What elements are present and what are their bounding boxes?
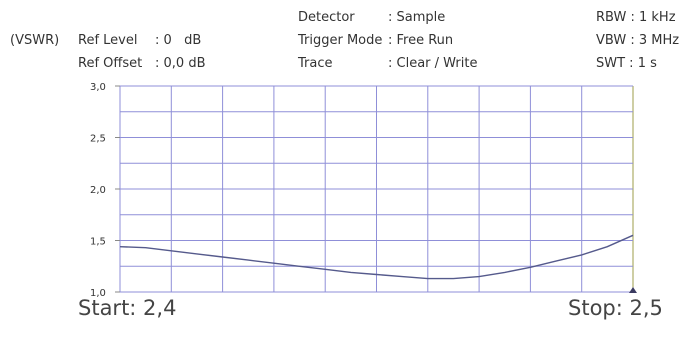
y-tick-labels: 3,0 2,5 2,0 1,5 1,0 bbox=[90, 82, 120, 299]
y-tick-label: 1,5 bbox=[90, 237, 106, 248]
chart-grid bbox=[119, 85, 634, 293]
detector-label: Detector bbox=[298, 10, 355, 25]
ref-offset-value: : 0,0 dB bbox=[155, 56, 206, 71]
vbw-readout: VBW : 3 MHz bbox=[596, 33, 680, 48]
detector-value: : Sample bbox=[388, 10, 446, 25]
stop-frequency-label: Stop: 2,5 bbox=[568, 296, 663, 320]
ref-offset-label: Ref Offset bbox=[78, 56, 143, 71]
trace-label: Trace bbox=[298, 56, 333, 71]
ref-level-label: Ref Level bbox=[78, 33, 138, 48]
swt-readout: SWT : 1 s bbox=[596, 56, 657, 71]
ref-level-value: : 0 dB bbox=[155, 33, 202, 48]
y-tick-label: 2,0 bbox=[90, 185, 106, 196]
unit-label: (VSWR) bbox=[10, 33, 60, 48]
vswr-trace-line bbox=[119, 234, 634, 280]
y-tick-label: 3,0 bbox=[90, 82, 106, 93]
y-tick-label: 2,5 bbox=[90, 134, 106, 145]
y-tick-label: 1,0 bbox=[90, 288, 106, 299]
trigger-mode-value: : Free Run bbox=[388, 33, 454, 48]
start-frequency-label: Start: 2,4 bbox=[78, 296, 177, 320]
trace-value: : Clear / Write bbox=[388, 56, 478, 71]
rbw-readout: RBW : 1 kHz bbox=[596, 10, 676, 25]
stop-marker bbox=[629, 287, 637, 293]
trigger-mode-label: Trigger Mode bbox=[298, 33, 383, 48]
